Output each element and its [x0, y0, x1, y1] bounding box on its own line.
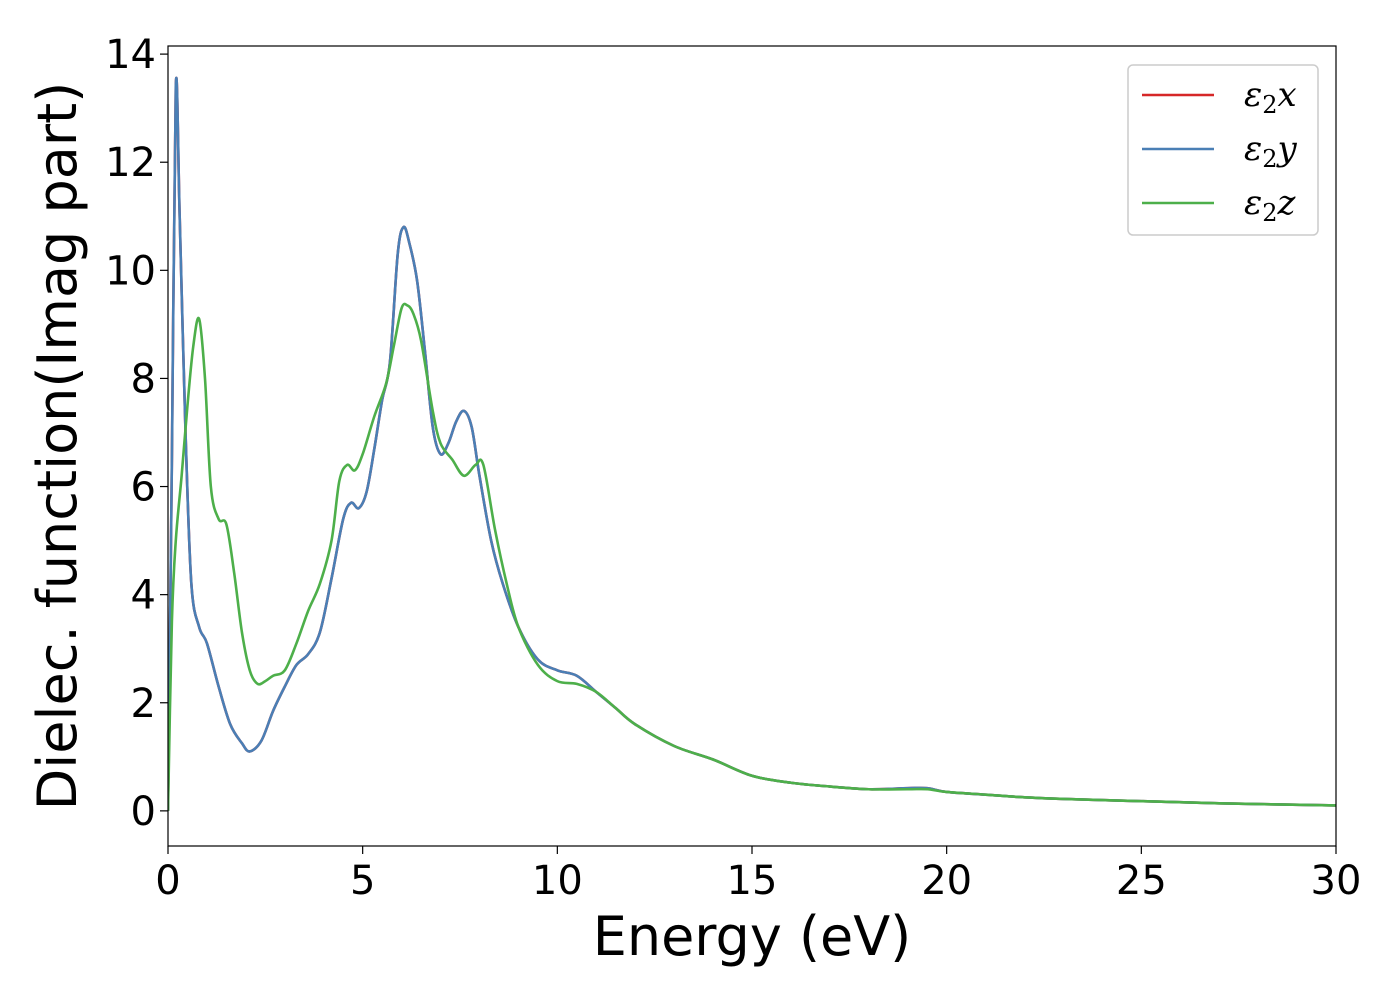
legend-label-1: ε2y: [1244, 129, 1298, 173]
legend-label-0: ε2x: [1244, 75, 1297, 119]
legend-box: [1127, 64, 1319, 236]
x-tick-label: 20: [921, 858, 972, 904]
x-tick-label: 15: [727, 858, 778, 904]
y-axis: 0 2 4 6 8 10 12 14: [105, 32, 168, 835]
y-tick-label: 12: [105, 140, 156, 186]
x-tick-label: 30: [1311, 858, 1362, 904]
y-tick-label: 10: [105, 248, 156, 294]
legend: ε2x ε2y ε2z: [1127, 64, 1319, 236]
y-tick-label: 4: [131, 573, 156, 619]
x-tick-label: 0: [155, 858, 180, 904]
series-layer: [168, 76, 1336, 811]
x-axis: 0 5 10 15 20 25 30: [155, 846, 1361, 904]
series-line-2: [168, 302, 1336, 811]
x-tick-label: 10: [532, 858, 583, 904]
y-tick-label: 8: [131, 356, 156, 402]
x-tick-label: 5: [350, 858, 375, 904]
x-tick-label: 25: [1116, 858, 1167, 904]
y-axis-title: Dielec. function(Imag part): [26, 82, 89, 811]
y-tick-label: 2: [131, 681, 156, 727]
y-tick-label: 0: [131, 789, 156, 835]
y-tick-label: 6: [131, 465, 156, 511]
y-tick-label: 14: [105, 32, 156, 78]
legend-label-2: ε2z: [1244, 183, 1297, 227]
x-axis-title: Energy (eV): [593, 905, 912, 968]
